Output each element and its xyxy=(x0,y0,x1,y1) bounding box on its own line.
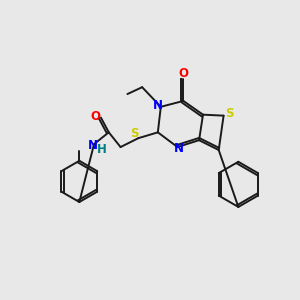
Text: O: O xyxy=(178,67,188,80)
Text: N: N xyxy=(173,142,184,154)
Text: O: O xyxy=(90,110,100,123)
Text: S: S xyxy=(130,127,139,140)
Text: H: H xyxy=(97,143,107,157)
Text: N: N xyxy=(153,99,163,112)
Text: N: N xyxy=(88,139,98,152)
Text: S: S xyxy=(225,107,234,120)
